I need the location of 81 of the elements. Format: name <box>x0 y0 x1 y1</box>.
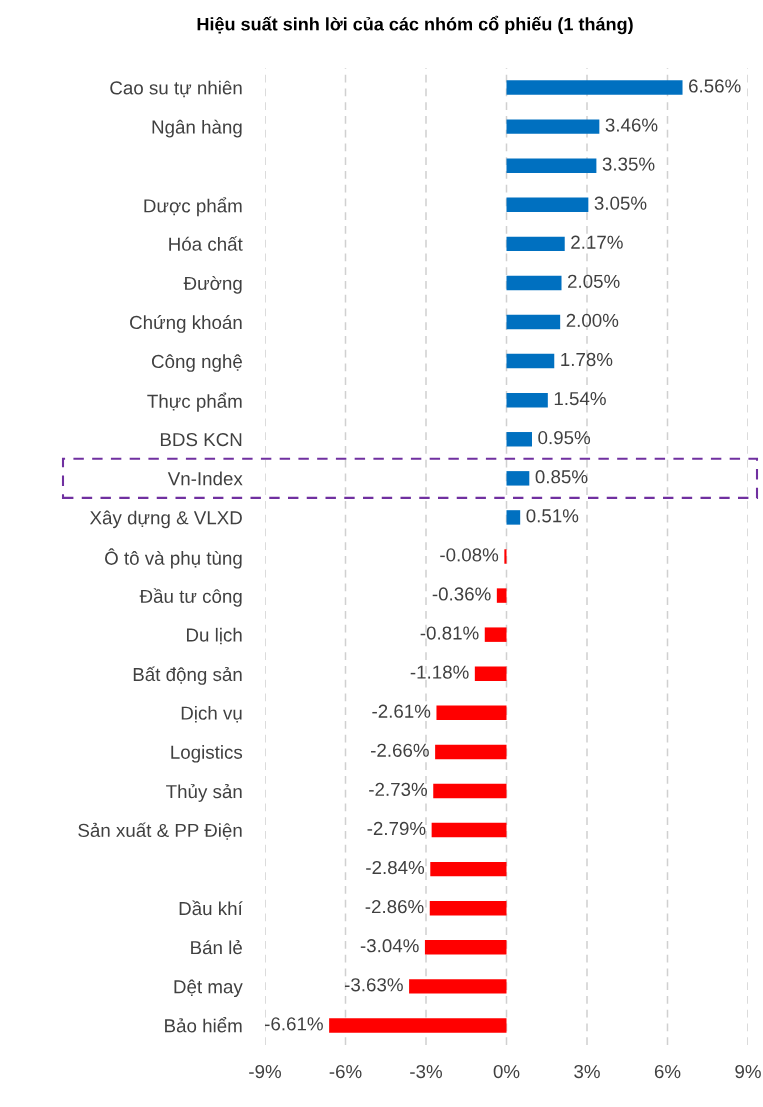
y-tick-label: Đầu tư công <box>139 588 242 607</box>
data-label: 0.85% <box>535 470 588 484</box>
y-tick-label: Thực phẩm <box>147 392 242 412</box>
bar <box>424 940 507 955</box>
bar <box>506 353 555 369</box>
y-tick-label: Vn-Index <box>167 471 243 486</box>
chart-title: Hiệu suất sinh lời của các nhóm cổ phiếu (1 tháng) <box>197 15 633 35</box>
data-label: 3.46% <box>605 118 658 132</box>
y-tick-label: Dược phẩm <box>144 197 242 217</box>
y-tick-label: Thủy sản <box>166 783 242 802</box>
bar <box>506 392 548 408</box>
bar <box>506 236 565 252</box>
y-tick-label: Ngân hàng <box>152 119 242 138</box>
y-tick-label: Ô tô và phụ tùng <box>105 548 242 569</box>
bar <box>506 432 532 447</box>
y-tick-label: Dầu khí <box>179 900 243 916</box>
bar <box>496 588 507 603</box>
data-label: -3.63% <box>344 978 403 992</box>
data-label: -0.36% <box>432 587 491 601</box>
y-tick-label: Du lịch <box>187 627 242 645</box>
bar <box>506 510 521 525</box>
data-label: -2.86% <box>365 899 424 914</box>
bar <box>504 549 507 564</box>
y-tick-label: Hóa chất <box>169 236 243 251</box>
data-label: -0.81% <box>420 626 479 640</box>
bar <box>506 275 562 291</box>
data-label: -0.08% <box>440 548 499 562</box>
data-label: -6.61% <box>265 1017 323 1031</box>
x-tick-label: -6% <box>329 1064 362 1079</box>
y-tick-label: Đường <box>183 276 242 294</box>
bar <box>436 705 507 721</box>
y-tick-label: BDS KCN <box>160 432 242 447</box>
data-label: -2.84% <box>366 860 425 875</box>
data-label: 0.51% <box>526 509 579 523</box>
bar <box>506 197 589 213</box>
y-tick-label: Xây dựng & VLXD <box>89 510 242 529</box>
data-label: -2.73% <box>369 782 428 797</box>
data-label: -2.66% <box>370 743 429 757</box>
y-tick-label: Dịch vụ <box>181 706 242 723</box>
y-tick-label: Bất động sản <box>133 666 242 685</box>
bar <box>429 900 507 916</box>
data-label: 6.56% <box>689 79 741 93</box>
y-tick-label: Chứng khoán <box>130 315 242 333</box>
x-tick-label: -3% <box>410 1064 443 1079</box>
y-tick-label: Cao su tự nhiên <box>110 80 242 98</box>
bar <box>433 783 507 799</box>
data-label: -2.61% <box>372 704 431 718</box>
data-label: -1.18% <box>410 665 469 679</box>
y-tick-label: Bán lẻ <box>191 940 242 955</box>
y-tick-label: Bảo hiểm <box>165 1017 242 1033</box>
data-label: 0.95% <box>538 431 591 445</box>
bar <box>506 80 683 95</box>
bar <box>506 471 530 486</box>
data-label: -2.79% <box>367 821 426 836</box>
x-tick-label: 3% <box>574 1064 600 1079</box>
bar <box>484 627 507 642</box>
bar <box>435 744 507 760</box>
data-label: 3.05% <box>594 196 647 210</box>
x-tick-label: 9% <box>735 1064 761 1079</box>
data-label: 2.05% <box>568 274 620 288</box>
data-label: 2.00% <box>566 313 619 328</box>
data-label: 1.54% <box>554 392 606 406</box>
bar <box>506 314 561 330</box>
x-tick-label: 6% <box>654 1064 681 1079</box>
x-tick-label: 0% <box>493 1064 520 1079</box>
data-label: 1.78% <box>561 352 613 367</box>
data-label: 2.17% <box>571 235 623 249</box>
bar <box>329 1018 507 1033</box>
y-tick-label: Logistics <box>171 745 243 763</box>
data-label: 3.35% <box>602 157 655 171</box>
y-tick-label: Dệt may <box>174 979 243 998</box>
y-tick-label: Công nghệ <box>151 354 242 372</box>
bar <box>506 158 597 173</box>
data-label: -3.04% <box>360 939 419 953</box>
y-tick-label: Sản xuất & PP Điện <box>78 822 242 840</box>
bar <box>430 861 507 877</box>
bar <box>431 822 507 838</box>
bar <box>506 119 600 134</box>
bar <box>409 979 507 994</box>
bar <box>474 666 507 681</box>
x-tick-label: -9% <box>249 1064 282 1079</box>
